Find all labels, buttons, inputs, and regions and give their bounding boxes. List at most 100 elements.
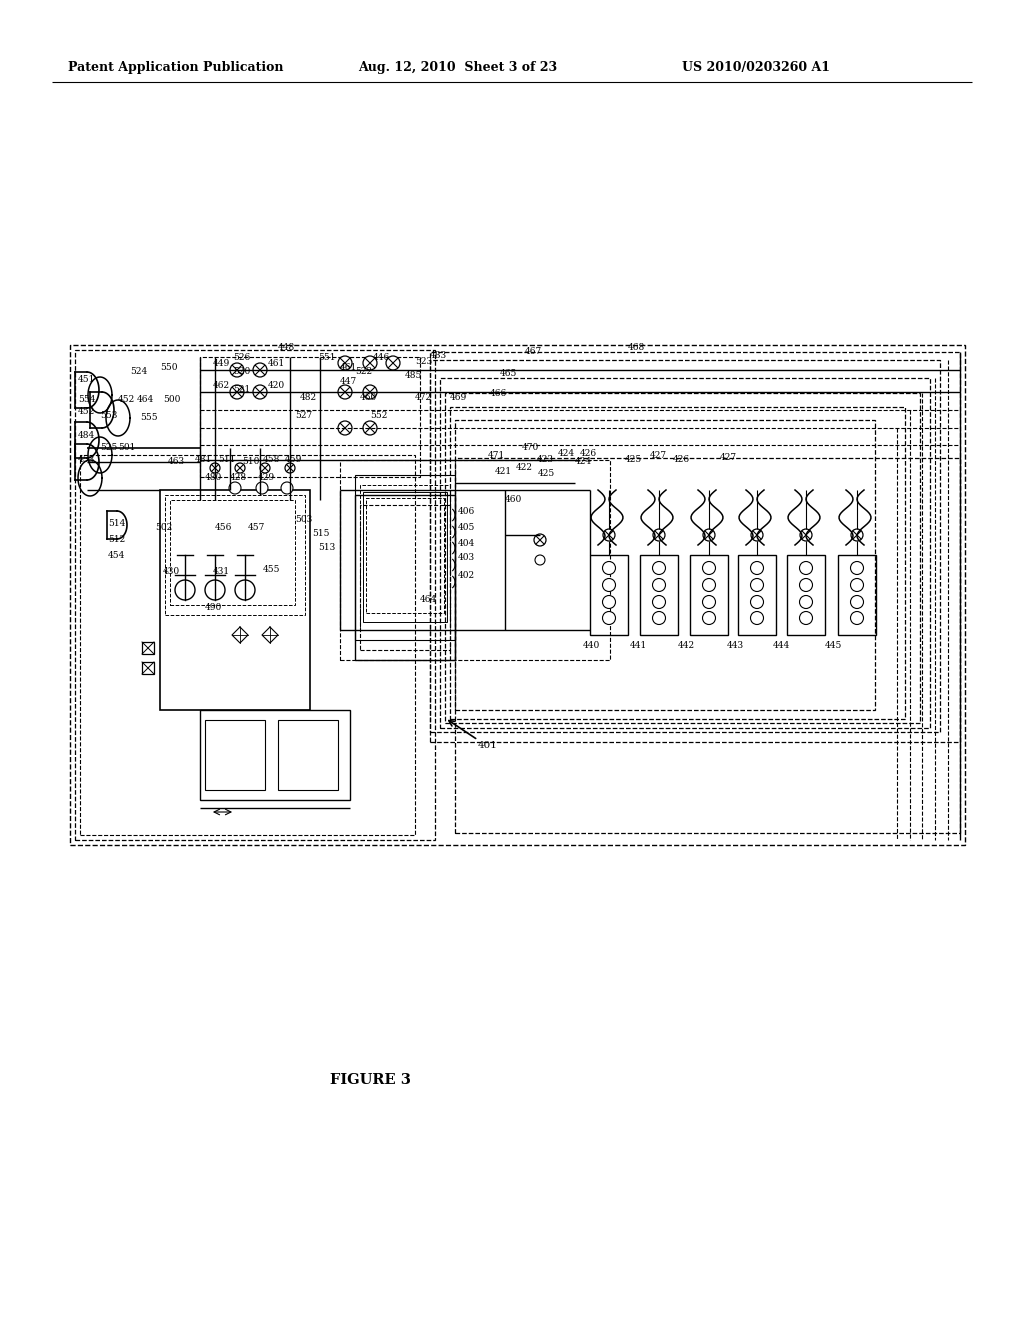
Circle shape [603, 529, 615, 541]
Text: 421: 421 [495, 467, 512, 477]
Text: 446: 446 [373, 352, 390, 362]
Text: FIGURE 3: FIGURE 3 [330, 1073, 411, 1086]
Bar [455, 458, 961, 833]
Circle shape [175, 579, 195, 601]
Text: 425: 425 [538, 469, 555, 478]
Circle shape [800, 578, 812, 591]
Text: 422: 422 [516, 462, 534, 471]
Text: 464: 464 [137, 396, 155, 404]
Text: 427: 427 [720, 454, 737, 462]
Text: 462: 462 [213, 380, 230, 389]
Text: 460: 460 [360, 392, 377, 401]
Text: 404: 404 [458, 539, 475, 548]
Circle shape [256, 482, 268, 494]
Circle shape [386, 356, 400, 370]
Circle shape [281, 482, 293, 494]
Bar [278, 719, 338, 789]
Text: 465: 465 [500, 368, 517, 378]
Circle shape [234, 579, 255, 601]
Text: 461: 461 [340, 363, 357, 372]
Bar [787, 554, 825, 635]
Bar [165, 495, 305, 615]
Circle shape [205, 579, 225, 601]
Circle shape [702, 611, 716, 624]
Circle shape [535, 554, 545, 565]
Text: 482: 482 [300, 393, 317, 403]
Circle shape [652, 595, 666, 609]
Bar [590, 554, 628, 635]
Text: 515: 515 [312, 528, 330, 537]
Text: 527: 527 [295, 411, 312, 420]
Text: 480: 480 [205, 473, 222, 482]
Bar [445, 393, 920, 723]
Text: 520: 520 [233, 367, 250, 376]
Text: 523: 523 [415, 358, 432, 367]
Circle shape [851, 529, 863, 541]
Text: 423: 423 [537, 455, 554, 465]
Circle shape [338, 356, 352, 370]
Bar [355, 475, 455, 640]
Text: 447: 447 [340, 376, 357, 385]
Circle shape [851, 578, 863, 591]
Circle shape [751, 595, 764, 609]
Circle shape [230, 363, 244, 378]
Text: 448: 448 [278, 343, 295, 352]
Text: 481: 481 [195, 455, 212, 465]
Text: 510: 510 [242, 458, 259, 466]
Text: 441: 441 [630, 640, 647, 649]
Bar [200, 356, 420, 477]
Circle shape [800, 561, 812, 574]
Text: 456: 456 [215, 524, 232, 532]
Text: 501: 501 [118, 442, 135, 451]
Text: 522: 522 [355, 367, 372, 376]
Text: 443: 443 [727, 640, 744, 649]
Text: 555: 555 [140, 413, 158, 422]
Bar [340, 459, 610, 660]
Text: 500: 500 [163, 396, 180, 404]
Text: 511: 511 [218, 455, 236, 465]
Text: 427: 427 [650, 450, 667, 459]
Text: Patent Application Publication: Patent Application Publication [68, 62, 284, 74]
Circle shape [851, 611, 863, 624]
Bar [360, 506, 450, 649]
Text: 466: 466 [490, 388, 507, 397]
Text: 452: 452 [118, 396, 135, 404]
Circle shape [751, 529, 763, 541]
Text: 459: 459 [285, 455, 302, 465]
Text: 429: 429 [258, 474, 275, 483]
Circle shape [751, 611, 764, 624]
Bar [70, 345, 965, 845]
Text: 553: 553 [100, 411, 118, 420]
Text: 472: 472 [415, 393, 432, 403]
Circle shape [800, 595, 812, 609]
Text: 442: 442 [678, 640, 695, 649]
Text: 550: 550 [160, 363, 177, 371]
Text: 440: 440 [583, 640, 600, 649]
Bar [362, 492, 447, 622]
Bar [160, 490, 310, 710]
Text: 457: 457 [248, 524, 265, 532]
Text: 461: 461 [268, 359, 286, 367]
Text: 470: 470 [522, 444, 540, 453]
Circle shape [338, 385, 352, 399]
Circle shape [652, 611, 666, 624]
Circle shape [338, 421, 352, 436]
Text: 525: 525 [100, 442, 118, 451]
Bar [838, 554, 876, 635]
Text: 503: 503 [295, 516, 312, 524]
Circle shape [230, 385, 244, 399]
Bar [738, 554, 776, 635]
Circle shape [210, 463, 220, 473]
Text: 451: 451 [78, 375, 95, 384]
Text: 428: 428 [230, 473, 247, 482]
Text: 424: 424 [575, 458, 592, 466]
Circle shape [362, 356, 377, 370]
Text: 490: 490 [205, 603, 222, 612]
Bar [690, 554, 728, 635]
Bar [355, 495, 455, 660]
Text: 526: 526 [233, 354, 250, 363]
Bar [205, 719, 265, 789]
Circle shape [285, 463, 295, 473]
Text: 401: 401 [478, 741, 498, 750]
Text: 467: 467 [525, 347, 543, 356]
